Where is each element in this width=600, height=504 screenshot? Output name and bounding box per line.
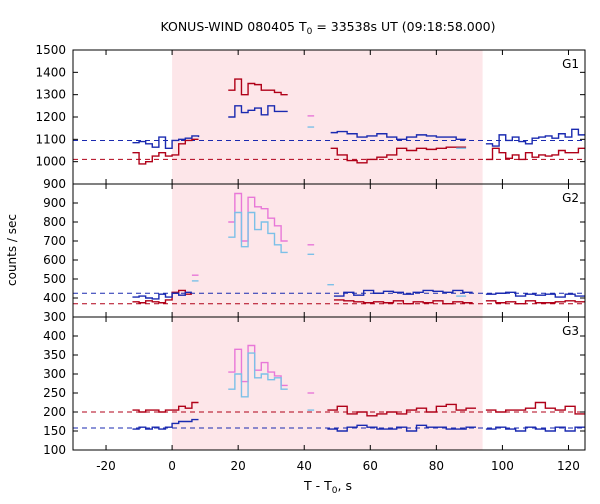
y-tick-label: 600 xyxy=(43,253,66,267)
y-tick-label: 350 xyxy=(43,348,66,362)
data-series-dark_red-9 xyxy=(485,147,585,161)
y-tick-label: 1000 xyxy=(35,155,66,169)
x-tick-label: 20 xyxy=(231,459,246,473)
data-series-dark_red-12 xyxy=(485,300,585,305)
y-tick-label: 500 xyxy=(43,272,66,286)
burst-interval-shade xyxy=(172,50,483,450)
data-series-pink-2 xyxy=(228,344,288,387)
y-tick-label: 100 xyxy=(43,443,66,457)
title-main: KONUS-WIND 080405 T xyxy=(160,19,306,34)
title-rest: = 33538s UT (09:18:58.000) xyxy=(312,19,495,34)
y-axis-label: counts / sec xyxy=(5,214,19,286)
panel-label: G3 xyxy=(562,324,579,338)
data-series-dark_blue-10 xyxy=(485,128,585,147)
xlabel-rest: , s xyxy=(338,478,352,493)
y-tick-label: 150 xyxy=(43,424,66,438)
data-series-dark_red-0 xyxy=(132,401,199,413)
data-series-dark_blue-13 xyxy=(485,291,585,298)
data-series-light_blue-5 xyxy=(228,211,288,254)
title-sub: 0 xyxy=(307,27,313,37)
xlabel-main: T - T xyxy=(303,478,332,493)
y-tick-label: 200 xyxy=(43,405,66,419)
data-series-light_blue-3 xyxy=(228,352,288,398)
chart-title: KONUS-WIND 080405 T0 = 33538s UT (09:18:… xyxy=(160,19,495,37)
panel-g3: 100 150 200 250 300 350 400 G3 xyxy=(43,316,586,457)
y-tick-label: 1200 xyxy=(35,110,66,124)
data-series-dark_red-8 xyxy=(485,401,585,415)
x-axis-label: T - T0, s xyxy=(303,478,352,496)
y-tick-label: 1100 xyxy=(35,132,66,146)
data-series-dark_blue-7 xyxy=(327,424,476,432)
x-tick-label: 120 xyxy=(557,459,580,473)
data-series-dark_blue-9 xyxy=(485,426,585,432)
data-series-dark_red-9 xyxy=(333,299,473,305)
y-tick-label: 400 xyxy=(43,291,66,305)
data-series-dark_red-0 xyxy=(132,289,192,304)
data-series-dark_red-2 xyxy=(228,78,288,96)
panel-label: G1 xyxy=(562,57,579,71)
data-series-dark_red-6 xyxy=(327,403,476,417)
data-series-pink-4 xyxy=(228,192,288,242)
y-tick-label: 300 xyxy=(43,310,66,324)
data-series-dark_blue-1 xyxy=(132,135,200,149)
panel-g2: 300 400 500 600 700 800 900 G2 xyxy=(43,183,586,324)
y-tick-label: 400 xyxy=(43,329,66,343)
y-tick-label: 800 xyxy=(43,215,66,229)
x-tick-label: 60 xyxy=(363,459,378,473)
y-tick-label: 900 xyxy=(43,177,66,191)
y-tick-label: 900 xyxy=(43,196,66,210)
data-series-dark_blue-1 xyxy=(132,418,199,430)
y-tick-label: 1400 xyxy=(35,65,66,79)
xlabel-sub: 0 xyxy=(332,486,338,496)
panel-frame xyxy=(72,316,586,451)
x-tick-label: -20 xyxy=(96,459,116,473)
data-series-dark_blue-3 xyxy=(228,105,288,118)
data-series-dark_blue-7 xyxy=(330,130,467,141)
plot-layer: 900100011001200130014001500G130040050060… xyxy=(35,43,586,473)
y-tick-label: 1500 xyxy=(35,43,66,57)
panel-label: G2 xyxy=(562,191,579,205)
data-series-dark_blue-10 xyxy=(333,289,473,297)
y-tick-label: 700 xyxy=(43,234,66,248)
x-tick-label: 80 xyxy=(429,459,444,473)
x-tick-label: 0 xyxy=(168,459,176,473)
panel-g1: 900 1000 1100 1200 1300 1400 1500 G1 xyxy=(35,43,586,191)
data-series-dark_red-6 xyxy=(330,146,467,164)
y-tick-label: 1300 xyxy=(35,88,66,102)
data-series-dark_blue-1 xyxy=(132,291,192,300)
y-tick-label: 250 xyxy=(43,386,66,400)
x-tick-label: 40 xyxy=(297,459,312,473)
x-tick-label: 100 xyxy=(491,459,514,473)
y-tick-label: 300 xyxy=(43,367,66,381)
data-series-dark_red-0 xyxy=(132,138,199,165)
